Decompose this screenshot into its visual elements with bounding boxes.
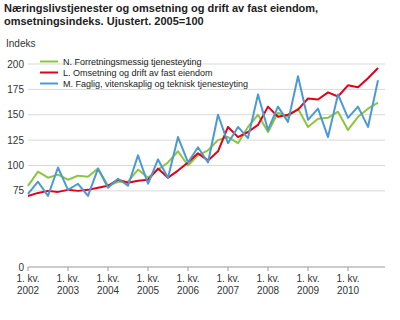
y-tick-label: 200 xyxy=(7,59,24,70)
x-tick-label: 1. kv.2010 xyxy=(336,273,359,296)
legend-label: N. Forretningsmessig tjenesteyting xyxy=(63,57,202,67)
x-tick-label: 1. kv.2003 xyxy=(56,273,79,296)
x-tick xyxy=(228,267,229,271)
x-tick-label-line: 1. kv. xyxy=(56,273,79,284)
x-tick-label: 1. kv.2002 xyxy=(16,273,39,296)
plot-area xyxy=(28,68,378,196)
x-tick-label-line: 2009 xyxy=(297,285,320,296)
x-tick xyxy=(348,267,349,271)
x-tick-label: 1. kv.2006 xyxy=(176,273,199,296)
grid-line xyxy=(28,140,385,141)
x-tick-label-line: 1. kv. xyxy=(16,273,39,284)
title-line: Næringslivstjenester og omsetning og dri… xyxy=(4,2,318,14)
legend-label: L. Omsetning og drift av fast eiendom xyxy=(63,68,213,78)
x-tick-label-line: 2010 xyxy=(337,285,360,296)
grid-line xyxy=(28,89,385,90)
chart: Næringslivstjenester og omsetning og dri… xyxy=(0,0,400,320)
x-tick-label-line: 1. kv. xyxy=(336,273,359,284)
y-tick-label: 175 xyxy=(7,84,24,95)
x-tick-label-line: 2008 xyxy=(257,285,280,296)
x-tick xyxy=(148,267,149,271)
x-tick-label: 1. kv.2004 xyxy=(96,273,119,296)
x-tick xyxy=(108,267,109,271)
legend-label: M. Faglig, vitenskaplig og teknisk tjene… xyxy=(63,79,248,89)
x-tick xyxy=(68,267,69,271)
x-tick-label: 1. kv.2007 xyxy=(216,273,239,296)
series-line xyxy=(28,103,378,186)
title-line: omsetningsindeks. Ujustert. 2005=100 xyxy=(4,15,204,27)
y-tick-label: 150 xyxy=(7,109,24,120)
y-tick-label: 100 xyxy=(7,160,24,171)
y-tick-label: 75 xyxy=(13,185,25,196)
x-tick-label-line: 2007 xyxy=(217,285,240,296)
x-tick-label-line: 2002 xyxy=(17,285,40,296)
x-tick-label: 1. kv.2005 xyxy=(136,273,159,296)
x-tick-label-line: 2004 xyxy=(97,285,120,296)
grid-line xyxy=(28,165,385,166)
x-tick-label-line: 2005 xyxy=(137,285,160,296)
x-tick-label-line: 2006 xyxy=(177,285,200,296)
legend-swatch xyxy=(40,61,58,63)
x-tick-label-line: 1. kv. xyxy=(136,273,159,284)
legend-swatch xyxy=(40,83,58,85)
x-tick-label: 1. kv.2009 xyxy=(296,273,319,296)
y-tick-label: 125 xyxy=(7,135,24,146)
x-tick xyxy=(188,267,189,271)
y-tick-label: 0 xyxy=(18,262,24,273)
x-tick-label: 1. kv.2008 xyxy=(256,273,279,296)
series-line xyxy=(28,68,378,196)
x-tick xyxy=(268,267,269,271)
x-tick-label-line: 1. kv. xyxy=(216,273,239,284)
x-tick xyxy=(308,267,309,271)
x-tick-label-line: 1. kv. xyxy=(96,273,119,284)
x-tick xyxy=(28,267,29,271)
series-line xyxy=(28,76,378,196)
x-tick-label-line: 2003 xyxy=(57,285,80,296)
x-tick-label-line: 1. kv. xyxy=(256,273,279,284)
y-axis-label: Indeks xyxy=(6,38,35,49)
x-tick-label-line: 1. kv. xyxy=(296,273,319,284)
grid-line xyxy=(28,267,385,268)
legend-swatch xyxy=(40,72,58,74)
title: Næringslivstjenester og omsetning og dri… xyxy=(4,2,318,27)
x-tick-label-line: 1. kv. xyxy=(176,273,199,284)
